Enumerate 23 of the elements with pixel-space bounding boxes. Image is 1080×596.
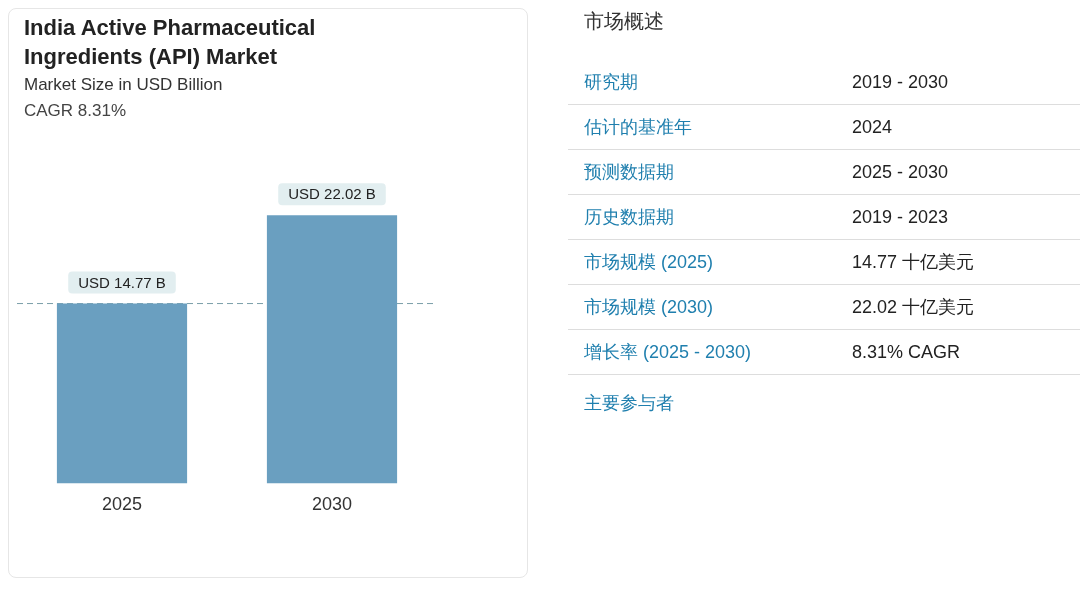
text: 预测数据期: [583, 161, 675, 184]
text: 8.31% CAGR: [852, 341, 961, 363]
x-tick-label: 2030: [311, 494, 353, 515]
text: 2024: [852, 116, 893, 138]
text: 14.77 十亿美元: [852, 251, 975, 274]
data-label: USD 14.77 B: [78, 273, 166, 291]
text: 2025 - 2030: [852, 161, 949, 183]
text: 22.02 十亿美元: [852, 296, 975, 319]
text: 估计的基准年: [583, 116, 693, 139]
text: 2019 - 2023: [852, 206, 949, 228]
text: 历史数据期: [583, 206, 675, 229]
text: 市场概述: [583, 9, 665, 34]
text: 2019 - 2030: [852, 71, 949, 93]
data-label: USD 22.02 B: [288, 185, 376, 203]
text: 市场规模 (2025): [583, 251, 715, 274]
chart-subtitle: Market Size in USD Billion: [24, 75, 223, 95]
x-tick-label: 2025: [101, 494, 143, 515]
chart-title: India Active Pharmaceutical Ingredients (API) Market: [24, 14, 317, 71]
text: 增长率 (2025 - 2030): [583, 341, 753, 364]
text: CAGR 8.31%: [24, 101, 127, 121]
text: 主要参与者: [583, 392, 675, 415]
text: 研究期: [583, 71, 639, 94]
text: 市场规模 (2030): [583, 296, 715, 319]
